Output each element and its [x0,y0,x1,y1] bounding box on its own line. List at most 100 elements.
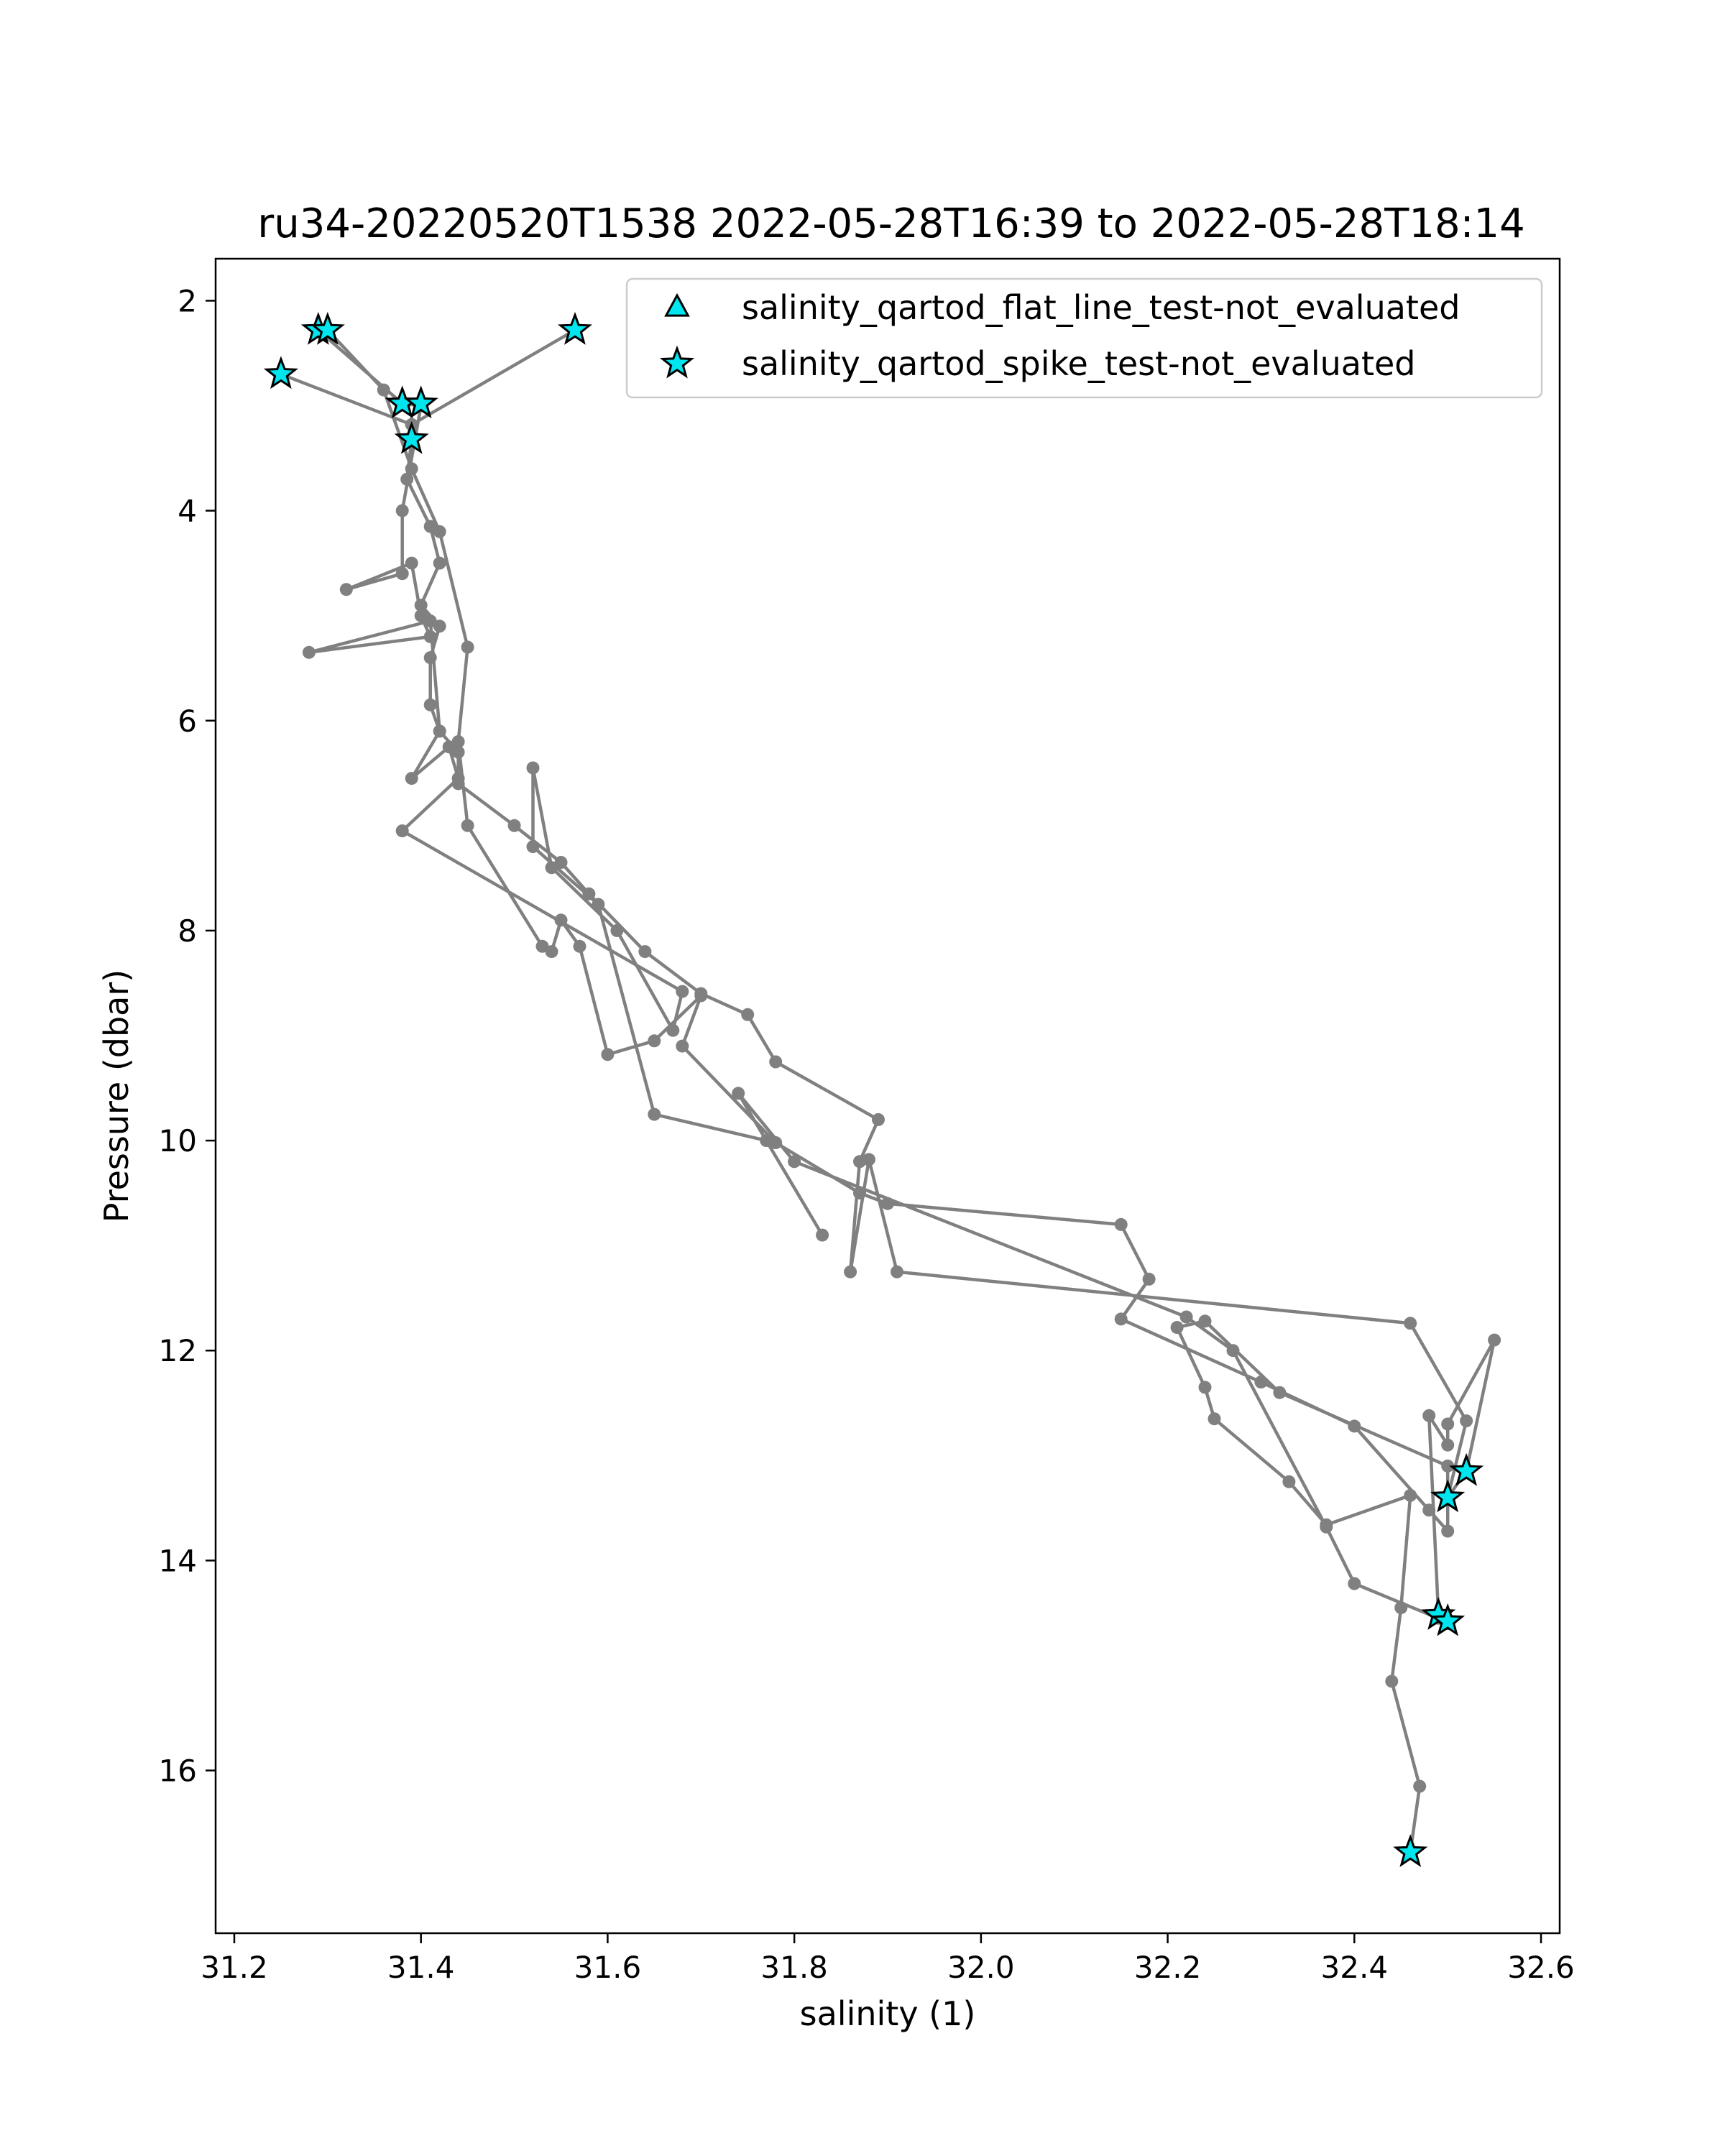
profile-point [1488,1333,1501,1347]
profile-point [638,945,652,959]
profile-point [676,1039,689,1053]
x-tick-label: 32.2 [1134,1950,1202,1985]
profile-point [535,939,549,953]
profile-point [853,1187,866,1200]
profile-point [741,1008,755,1021]
profile-point [1348,1577,1361,1590]
profile-point [1273,1386,1287,1399]
legend-label: salinity_qartod_flat_line_test-not_evalu… [742,288,1460,327]
profile-point [1413,1779,1427,1793]
profile-point [1114,1312,1128,1326]
chart-title: ru34-20220520T1538 2022-05-28T16:39 to 2… [257,201,1524,247]
spike-test-star-marker [403,385,438,419]
profile-point [423,651,437,665]
profile-point [881,1197,894,1210]
profile-point [760,1134,773,1148]
profile-point [592,898,605,911]
profile-point [423,630,437,643]
profile-point [526,840,540,854]
spike-test-star-marker [394,421,429,454]
profile-point [395,824,409,838]
profile-point [1198,1314,1212,1328]
profile-point [423,614,437,627]
y-tick-label: 16 [159,1754,197,1789]
profile-point [461,819,474,832]
profile-point [400,472,414,486]
y-tick-label: 6 [178,704,197,739]
legend: salinity_qartod_flat_line_test-not_evalu… [625,277,1543,399]
profile-point [1441,1438,1455,1452]
profile-point [1394,1601,1408,1615]
profile-point [1282,1475,1296,1488]
x-tick-label: 32.0 [947,1950,1015,1985]
profile-point [648,1107,661,1121]
profile-point [1460,1414,1473,1428]
plot-area [263,311,1501,1867]
profile-point [582,887,596,900]
profile-point [507,819,521,832]
spike-test-star-marker [263,356,298,390]
profile-point [1208,1412,1221,1426]
x-tick-label: 32.6 [1507,1950,1575,1985]
flat-line-test-triangle-icon [664,292,690,317]
profile-point [1226,1344,1240,1358]
profile-point [1441,1524,1455,1538]
spike-test-star-icon [659,345,695,379]
legend-entries: salinity_qartod_flat_line_test-not_evalu… [659,288,1460,383]
profile-point [1422,1503,1436,1517]
profile-point [769,1055,783,1069]
profile-point [377,383,390,397]
plot-frame [214,257,1561,1935]
spike-test-star-marker [1449,1452,1484,1486]
profile-point [1441,1417,1455,1431]
legend-box [625,277,1543,399]
spike-test-star-marker [1430,1479,1466,1513]
profile-point [1348,1419,1361,1433]
profile-point [339,583,353,596]
spike-test-star-marker [310,312,345,345]
y-tick-label: 14 [159,1543,197,1578]
profile-point [601,1048,615,1061]
profile-point [405,556,418,570]
x-axis: 31.2 31.4 31.6 31.8 32.0 32.2 32.4 32.6 [201,1933,1575,1985]
flagged-points [263,311,1484,1867]
y-axis: 2 4 6 8 10 12 14 16 [159,283,216,1789]
profile-point [302,645,316,659]
spike-test-star-marker [1393,1834,1428,1867]
profile-point [1179,1310,1193,1324]
profile-point [395,567,409,581]
profile-point [1404,1488,1417,1502]
profile-point [433,556,446,570]
y-tick-label: 8 [178,913,197,949]
legend-label: salinity_qartod_spike_test-not_evaluated [742,344,1415,383]
y-tick-label: 10 [159,1123,197,1158]
x-tick-label: 31.6 [574,1950,642,1985]
profile-point [1385,1674,1399,1688]
x-tick-label: 32.4 [1321,1950,1389,1985]
profile-point [1254,1376,1268,1389]
profile-point [788,1155,801,1169]
profile-point [648,1034,661,1048]
profile-point [461,640,474,654]
profile-point [844,1265,857,1279]
y-tick-label: 4 [178,494,197,529]
profile-point [862,1153,875,1166]
profile-point [423,698,437,711]
profile-point [442,740,456,754]
profile-point [1114,1217,1128,1231]
profile-point [1320,1518,1333,1531]
profile-point [1198,1381,1212,1394]
profile-point [732,1087,745,1100]
profile-point [1422,1409,1436,1422]
profile-point [451,772,465,786]
y-axis-label: Pressure (dbar) [97,969,136,1222]
profile-point [405,462,418,476]
profile-point [433,525,446,538]
profile-point [1142,1272,1156,1286]
x-tick-label: 31.4 [387,1950,455,1985]
profile-point [1441,1459,1455,1473]
x-tick-label: 31.8 [760,1950,828,1985]
profile-point [610,923,624,937]
profile-point [433,724,446,738]
